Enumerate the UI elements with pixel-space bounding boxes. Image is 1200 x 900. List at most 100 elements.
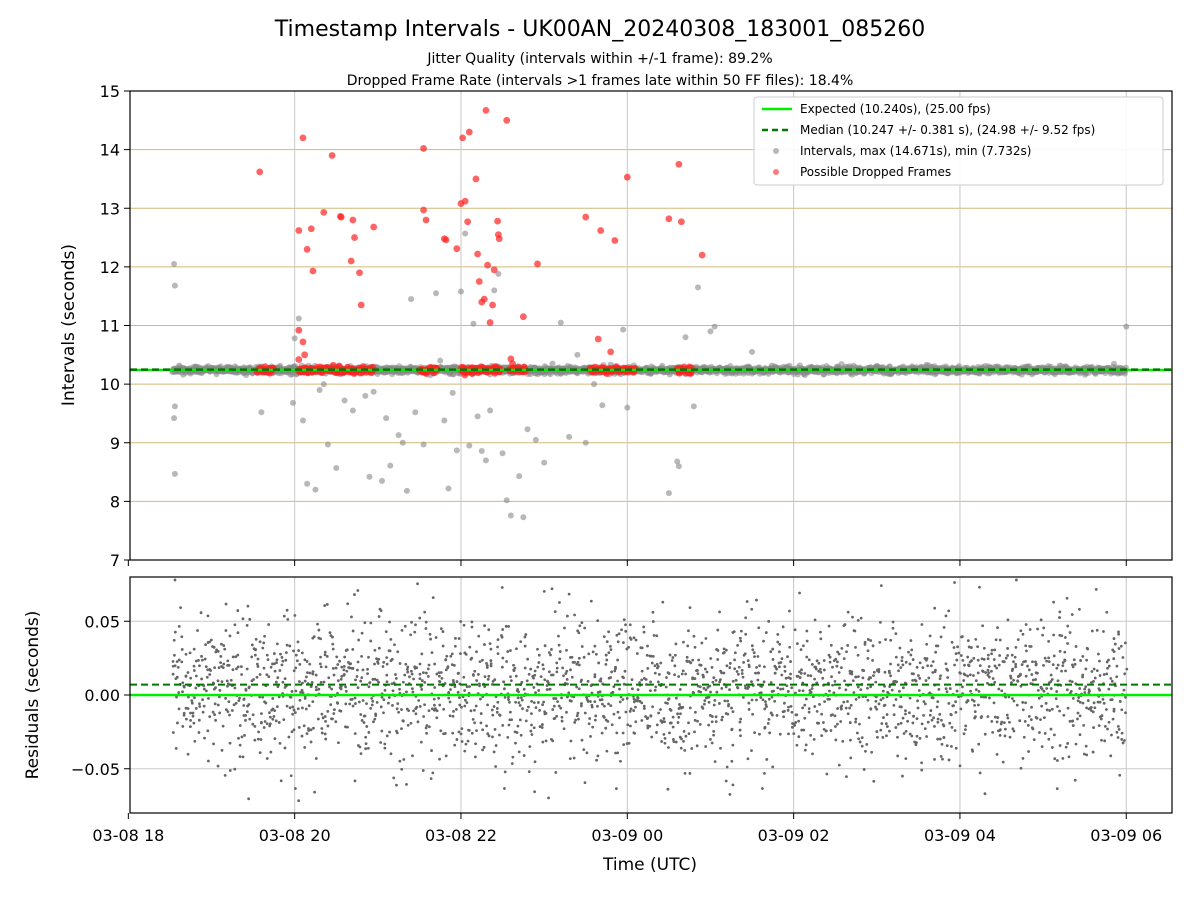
residual-point	[844, 688, 848, 692]
residual-point	[437, 680, 441, 683]
residual-point	[472, 673, 475, 677]
residual-point	[757, 671, 761, 675]
interval-outlier-point	[412, 409, 419, 416]
residual-point	[724, 648, 728, 652]
residual-point	[351, 648, 355, 651]
residual-point	[177, 707, 181, 711]
residual-point	[715, 690, 719, 694]
residual-point	[313, 790, 316, 794]
residual-point	[650, 661, 654, 665]
residual-point	[751, 648, 755, 652]
interval-outlier-point	[624, 404, 631, 411]
residual-point	[373, 717, 377, 721]
residual-point	[263, 634, 266, 638]
residual-point	[417, 699, 421, 702]
residual-point	[806, 674, 810, 677]
residual-point	[323, 715, 327, 718]
residual-point	[323, 650, 327, 654]
residual-point	[360, 719, 364, 722]
legend-intervals-swatch	[773, 148, 779, 154]
residual-point	[444, 658, 448, 661]
residual-point	[287, 735, 291, 739]
residual-point	[329, 703, 333, 707]
residual-point	[351, 704, 355, 708]
residual-point	[279, 652, 282, 656]
residual-point	[683, 748, 687, 752]
dropped-frame-point	[597, 227, 605, 234]
residual-point	[820, 712, 824, 716]
chart-title: Timestamp Intervals - UK00AN_20240308_18…	[274, 17, 925, 42]
residual-point	[598, 690, 602, 694]
residual-point	[460, 727, 464, 731]
residual-point	[439, 729, 443, 733]
residual-point	[364, 735, 368, 739]
residual-point	[214, 718, 218, 722]
residual-point	[659, 708, 662, 711]
residual-point	[420, 679, 424, 682]
residual-point	[558, 601, 561, 604]
residual-point	[281, 659, 285, 663]
residual-point	[503, 770, 507, 774]
residual-point	[439, 671, 443, 674]
residual-point	[656, 680, 660, 684]
residual-point	[363, 621, 367, 625]
residual-point	[367, 655, 370, 659]
residual-point	[789, 677, 792, 680]
residual-point	[560, 696, 563, 700]
residual-point	[266, 658, 270, 662]
residual-point	[509, 675, 512, 679]
residual-point	[325, 603, 329, 606]
residual-point	[747, 685, 751, 689]
residual-point	[593, 700, 597, 704]
residual-point	[764, 700, 767, 704]
residual-point	[843, 623, 847, 626]
residual-point	[762, 665, 766, 669]
residual-point	[872, 670, 876, 674]
residual-point	[303, 746, 307, 749]
residual-point	[677, 675, 681, 678]
residual-point	[790, 686, 794, 690]
residual-point	[377, 615, 381, 618]
residual-point	[516, 696, 520, 700]
residual-point	[200, 658, 204, 662]
residual-point	[554, 697, 558, 700]
residual-point	[216, 649, 220, 653]
residual-point	[652, 634, 656, 637]
residual-point	[522, 754, 526, 757]
residual-point	[618, 716, 621, 720]
residual-point	[219, 661, 222, 665]
residual-point	[622, 743, 626, 747]
residual-point	[836, 722, 839, 726]
dropped-frame-point	[459, 134, 467, 142]
residual-point	[571, 660, 575, 664]
residual-point	[859, 616, 863, 620]
residual-point	[869, 707, 873, 711]
residual-point	[314, 688, 318, 692]
residual-point	[657, 711, 661, 715]
residual-point	[882, 704, 886, 708]
dropped-frame-point	[495, 235, 503, 243]
residual-point	[741, 675, 745, 679]
interval-outlier-point	[503, 497, 510, 504]
residual-point	[615, 633, 619, 637]
residual-point	[779, 687, 782, 691]
residual-point	[839, 720, 843, 723]
residual-point	[282, 614, 286, 618]
interval-outlier-point	[370, 388, 377, 395]
residual-point	[202, 704, 206, 708]
residual-point	[541, 740, 545, 744]
interval-outlier-point	[333, 464, 340, 471]
residual-point	[848, 706, 851, 710]
residual-point	[869, 676, 873, 680]
residual-point	[607, 630, 610, 634]
residual-point	[865, 742, 869, 746]
residual-point	[357, 700, 361, 704]
residual-point	[496, 645, 499, 649]
residual-point	[426, 667, 430, 671]
residual-point	[541, 703, 545, 707]
residual-point	[557, 634, 560, 638]
residual-point	[186, 752, 190, 756]
residual-point	[679, 746, 683, 750]
dropped-frame-point	[295, 326, 303, 334]
residual-point	[208, 673, 212, 676]
